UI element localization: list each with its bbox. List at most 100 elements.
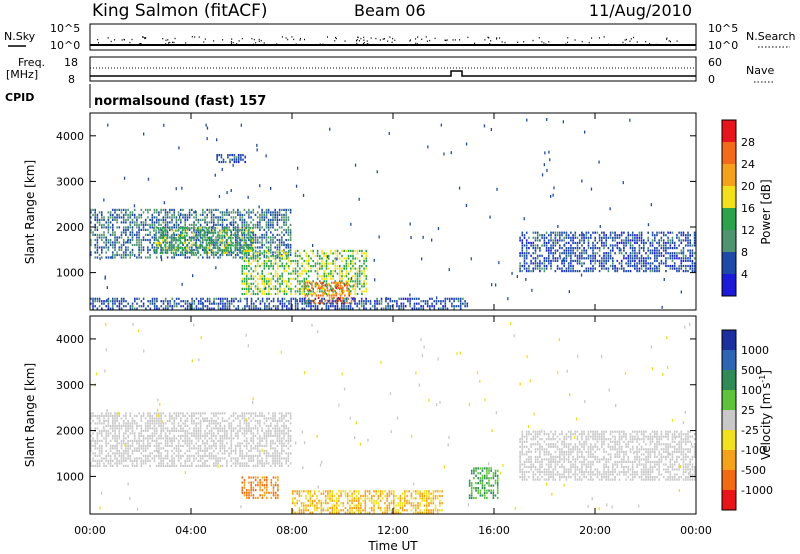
power-cell <box>90 243 92 247</box>
power-cell <box>184 256 186 259</box>
velocity-cell <box>204 449 206 452</box>
power-cell <box>197 256 200 259</box>
velocity-cell <box>215 457 217 460</box>
power-cell <box>323 302 325 305</box>
power-cell <box>245 239 247 242</box>
power-cell <box>678 239 680 242</box>
velocity-cell <box>153 439 156 442</box>
nsearch-label: N.Search <box>746 30 796 43</box>
power-cell <box>197 237 199 240</box>
power-cell <box>175 223 178 226</box>
power-cell <box>649 244 652 247</box>
power-cell <box>195 223 197 226</box>
power-cell <box>263 262 266 265</box>
power-cell <box>673 241 676 244</box>
velocity-cell <box>250 414 252 417</box>
power-cell <box>307 285 310 288</box>
nsky-point <box>676 40 678 42</box>
power-cell <box>580 273 583 277</box>
power-cell <box>173 253 175 257</box>
power-cell <box>127 213 129 216</box>
power-cell <box>306 294 309 297</box>
power-cell <box>534 231 537 234</box>
power-cell <box>118 248 121 252</box>
power-cell <box>431 305 433 308</box>
power-cell <box>235 156 238 159</box>
power-cell <box>363 307 365 310</box>
velocity-cell <box>254 427 257 430</box>
power-cell <box>116 221 118 224</box>
power-cell <box>590 247 592 250</box>
power-cell <box>308 302 310 305</box>
power-cell <box>107 211 110 214</box>
velocity-cell <box>250 457 252 460</box>
velocity-cell <box>127 452 129 455</box>
power-cell <box>204 236 206 239</box>
power-cell <box>105 256 107 259</box>
power-cell <box>241 287 244 290</box>
power-cell <box>250 249 252 252</box>
power-cell <box>451 305 453 308</box>
power-cell <box>296 282 299 285</box>
velocity-cell <box>138 444 140 447</box>
power-cell <box>521 254 524 257</box>
power-cell <box>373 258 375 262</box>
power-cell <box>178 302 180 305</box>
velocity-cell <box>252 447 255 450</box>
power-cell <box>155 216 158 219</box>
power-cell <box>532 231 535 234</box>
power-cell <box>592 249 594 252</box>
power-cell <box>116 208 118 211</box>
velocity-cell <box>204 442 206 445</box>
power-cell <box>122 231 125 234</box>
power-cell <box>662 244 665 247</box>
power-cell <box>682 257 685 260</box>
power-cell <box>181 237 184 240</box>
power-cell <box>256 236 259 239</box>
power-cell <box>609 236 612 239</box>
velocity-cell <box>90 464 92 467</box>
power-cell <box>281 290 283 293</box>
power-cell <box>396 300 398 303</box>
velocity-cell <box>270 429 272 432</box>
velocity-cell <box>267 427 270 430</box>
velocity-cell <box>92 459 94 462</box>
power-cell <box>272 267 275 270</box>
power-cell <box>559 244 561 247</box>
velocity-cell <box>101 439 103 442</box>
velocity-cell <box>118 432 121 435</box>
power-cell <box>521 249 524 252</box>
power-cell <box>301 287 303 290</box>
power-cell <box>594 259 596 262</box>
power-cell <box>578 247 581 250</box>
power-cell <box>281 216 283 219</box>
velocity-cell <box>125 432 127 435</box>
power-cell <box>289 231 292 234</box>
power-cell <box>191 213 193 216</box>
power-cell <box>144 256 147 259</box>
power-cell <box>346 296 348 300</box>
nsky-point <box>123 38 125 41</box>
power-cell <box>186 251 188 255</box>
power-cell <box>155 232 157 235</box>
power-cell <box>239 297 242 300</box>
power-cell <box>233 156 236 159</box>
power-cell <box>94 305 96 308</box>
power-cell <box>528 267 530 270</box>
power-cell <box>109 243 112 247</box>
velocity-cell <box>241 432 244 435</box>
power-cell <box>241 246 243 250</box>
velocity-cell <box>140 427 143 430</box>
velocity-cell <box>155 422 158 425</box>
power-cell <box>245 287 248 290</box>
power-cell <box>175 216 178 219</box>
nsky-point <box>241 37 243 40</box>
power-cell <box>195 213 197 216</box>
power-cell <box>409 300 411 303</box>
velocity-cell <box>92 437 94 440</box>
power-cell <box>276 213 279 216</box>
velocity-cell <box>243 464 246 467</box>
power-cell <box>301 280 303 283</box>
velocity-cell <box>182 429 184 432</box>
power-cell <box>693 231 696 234</box>
